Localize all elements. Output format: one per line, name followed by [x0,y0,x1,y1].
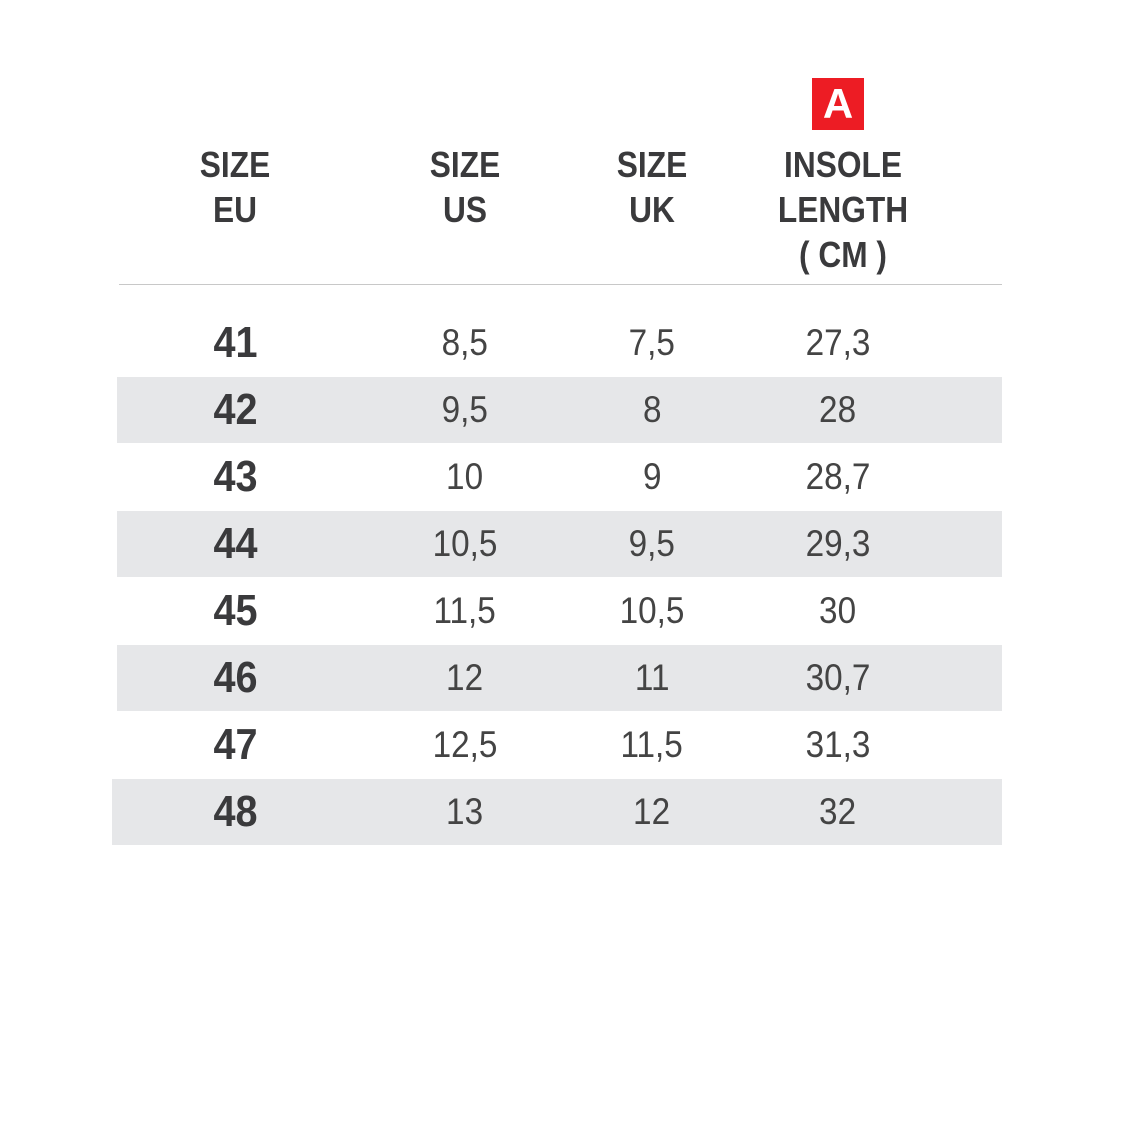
cell-value: 10,5 [432,523,498,564]
size-eu-cell: 44 [135,511,335,577]
table-row: 44 10,5 9,5 29,3 [117,511,1002,577]
cell-value: 12 [633,791,671,832]
insole-length-cell: 28,7 [738,444,938,510]
table-row: 42 9,5 8 28 [117,377,1002,443]
cell-value: 44 [212,519,258,568]
size-uk-cell: 9 [552,444,752,510]
cell-value: 29,3 [805,523,871,564]
cell-value: 8,5 [441,322,489,363]
insole-marker-badge: A [812,78,864,130]
header-size-eu: SIZE EU [135,142,335,232]
cell-value: 11,5 [620,724,684,765]
cell-value: 31,3 [805,724,871,765]
size-us-cell: 10,5 [365,511,565,577]
insole-length-cell: 32 [738,779,938,845]
cell-value: 12 [446,657,484,698]
insole-length-cell: 28 [738,377,938,443]
cell-value: 47 [212,720,258,769]
cell-value: 9,5 [628,523,676,564]
insole-length-cell: 27,3 [738,310,938,376]
cell-value: 11,5 [433,590,497,631]
size-uk-cell: 10,5 [552,578,752,644]
size-us-cell: 13 [365,779,565,845]
cell-value: 28 [819,389,857,430]
size-us-cell: 10 [365,444,565,510]
cell-value: 12,5 [432,724,498,765]
cell-value: 48 [212,787,258,836]
size-eu-cell: 43 [135,444,335,510]
insole-length-cell: 30,7 [738,645,938,711]
cell-value: 41 [212,318,258,367]
cell-value: 10,5 [619,590,685,631]
size-uk-cell: 9,5 [552,511,752,577]
table-row: 46 12 11 30,7 [117,645,1002,711]
cell-value: 11 [634,657,670,698]
cell-value: 43 [212,452,258,501]
table-row: 47 12,5 11,5 31,3 [117,712,1002,778]
header-label: SIZE US [429,144,501,230]
table-row: 43 10 9 28,7 [117,444,1002,510]
size-eu-cell: 41 [135,310,335,376]
cell-value: 28,7 [805,456,871,497]
size-uk-cell: 7,5 [552,310,752,376]
cell-value: 45 [212,586,258,635]
size-us-cell: 11,5 [365,578,565,644]
size-us-cell: 12,5 [365,712,565,778]
size-eu-cell: 42 [135,377,335,443]
size-us-cell: 12 [365,645,565,711]
cell-value: 13 [446,791,484,832]
cell-value: 10 [446,456,484,497]
header-size-us: SIZE US [365,142,565,232]
insole-length-cell: 29,3 [738,511,938,577]
size-uk-cell: 11,5 [552,712,752,778]
cell-value: 30,7 [805,657,871,698]
size-eu-cell: 48 [135,779,335,845]
cell-value: 30 [819,590,857,631]
header-divider [119,284,1002,285]
cell-value: 32 [819,791,857,832]
cell-value: 46 [212,653,258,702]
insole-length-cell: 31,3 [738,712,938,778]
cell-value: 9,5 [441,389,489,430]
insole-length-cell: 30 [738,578,938,644]
table-row: 45 11,5 10,5 30 [117,578,1002,644]
size-eu-cell: 46 [135,645,335,711]
size-uk-cell: 12 [552,779,752,845]
cell-value: 27,3 [805,322,871,363]
size-uk-cell: 11 [552,645,752,711]
header-label: SIZE EU [199,144,271,230]
size-eu-cell: 47 [135,712,335,778]
size-eu-cell: 45 [135,578,335,644]
header-label: SIZE UK [616,144,688,230]
header-size-uk: SIZE UK [552,142,752,232]
table-row: 41 8,5 7,5 27,3 [117,310,1002,376]
cell-value: 7,5 [628,322,676,363]
header-label: INSOLE LENGTH ( CM ) [777,144,909,275]
size-us-cell: 9,5 [365,377,565,443]
cell-value: 9 [642,456,662,497]
cell-value: 8 [642,389,662,430]
cell-value: 42 [212,385,258,434]
table-row: 48 13 12 32 [112,779,1002,845]
size-uk-cell: 8 [552,377,752,443]
header-insole-length: INSOLE LENGTH ( CM ) [743,142,943,277]
size-us-cell: 8,5 [365,310,565,376]
